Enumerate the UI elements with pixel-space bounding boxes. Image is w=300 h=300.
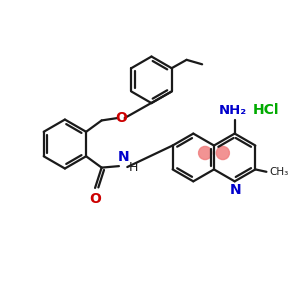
Text: H: H xyxy=(128,161,138,174)
Text: HCl: HCl xyxy=(253,103,280,117)
Text: N: N xyxy=(117,150,129,164)
Text: O: O xyxy=(89,191,101,206)
Text: O: O xyxy=(115,111,127,125)
Text: CH₃: CH₃ xyxy=(269,167,289,177)
Circle shape xyxy=(216,146,230,160)
Circle shape xyxy=(199,146,212,160)
Text: N: N xyxy=(230,183,241,197)
Text: NH₂: NH₂ xyxy=(219,103,247,117)
